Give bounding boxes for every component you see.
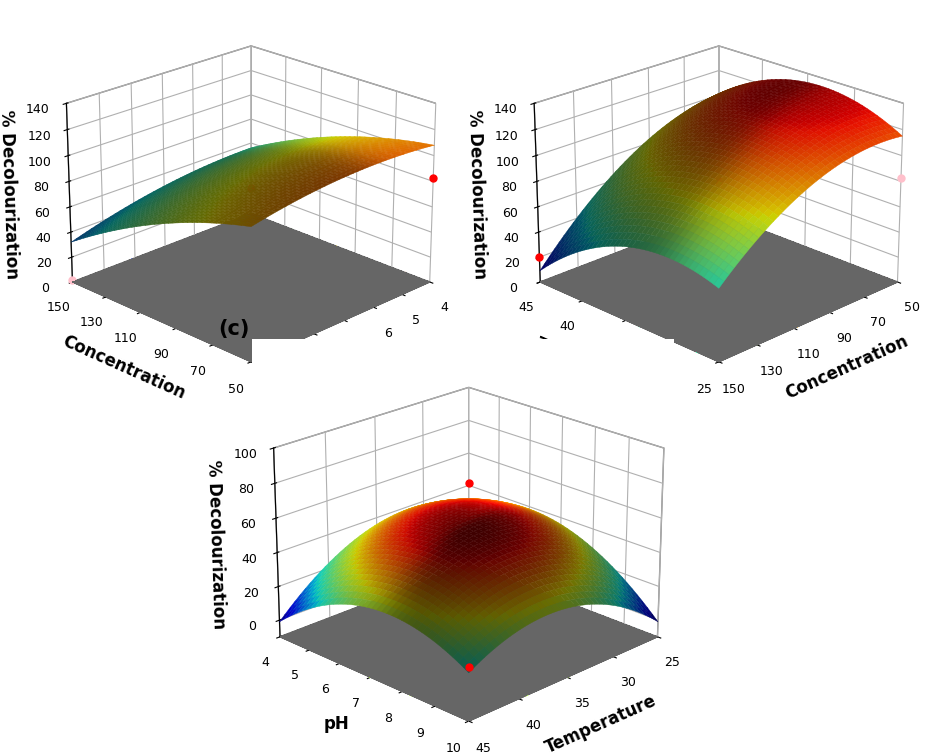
X-axis label: Temperature: Temperature	[543, 691, 659, 753]
Y-axis label: Temperature: Temperature	[532, 334, 649, 400]
X-axis label: pH: pH	[365, 358, 391, 376]
Y-axis label: Concentration: Concentration	[59, 332, 188, 403]
Text: (c): (c)	[218, 319, 249, 339]
Y-axis label: pH: pH	[323, 715, 348, 733]
X-axis label: Concentration: Concentration	[782, 332, 910, 403]
